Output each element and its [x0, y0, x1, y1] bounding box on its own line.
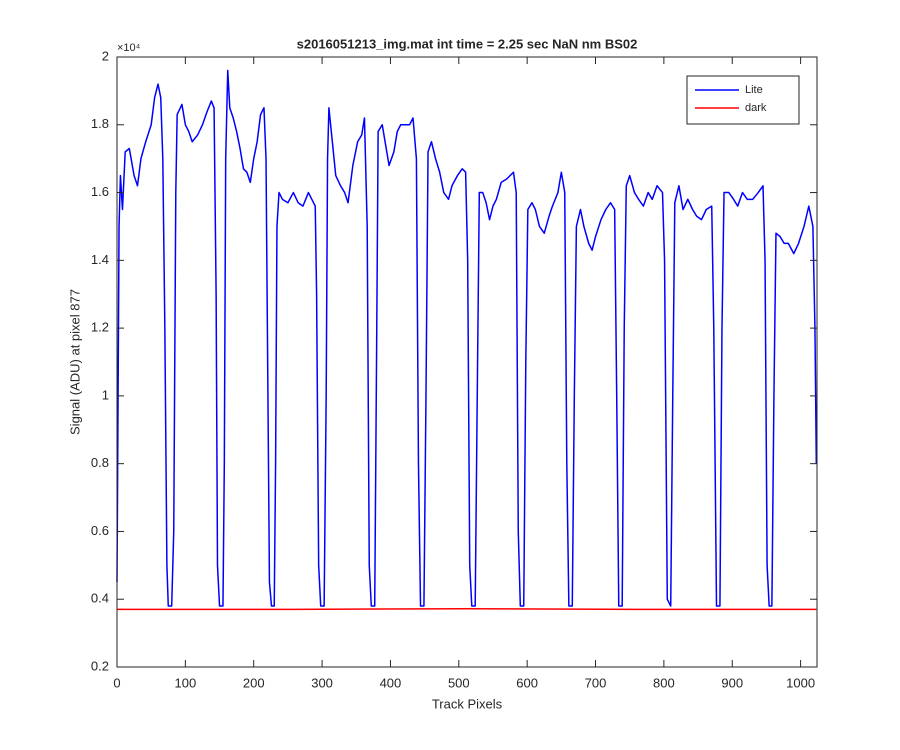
y-tick-label: 1	[102, 387, 109, 402]
y-exponent: ×10⁴	[117, 42, 141, 54]
y-tick-label: 2	[102, 48, 109, 63]
x-tick-label: 300	[311, 675, 333, 690]
x-tick-label: 600	[516, 675, 538, 690]
x-tick-label: 500	[448, 675, 470, 690]
x-tick-label: 900	[721, 675, 743, 690]
x-tick-label: 100	[175, 675, 197, 690]
y-tick-label: 1.8	[91, 116, 109, 131]
y-tick-label: 1.2	[91, 320, 109, 335]
x-tick-label: 1000	[786, 675, 815, 690]
legend-label: dark	[745, 102, 767, 114]
y-axis-label: Signal (ADU) at pixel 877	[67, 289, 82, 435]
x-axis-label: Track Pixels	[432, 696, 503, 711]
axes-box	[116, 56, 818, 668]
y-tick-label: 1.6	[91, 184, 109, 199]
series-line	[116, 69, 818, 607]
x-tick-label: 200	[243, 675, 265, 690]
x-tick-label: 800	[653, 675, 675, 690]
chart-title: s2016051213_img.mat int time = 2.25 sec …	[297, 36, 638, 51]
y-tick-label: 0.2	[91, 658, 109, 673]
x-tick-label: 700	[585, 675, 607, 690]
legend: Lite dark	[686, 75, 800, 125]
x-tick-label: 400	[380, 675, 402, 690]
series-line	[117, 607, 817, 611]
x-tick-label: 0	[113, 675, 120, 690]
y-tick-label: 0.6	[91, 523, 109, 538]
y-tick-label: 0.8	[91, 455, 109, 470]
legend-label: Lite	[745, 84, 763, 96]
y-tick-label: 0.4	[91, 591, 109, 606]
legend-box	[686, 75, 800, 125]
y-tick-label: 1.4	[91, 252, 109, 267]
